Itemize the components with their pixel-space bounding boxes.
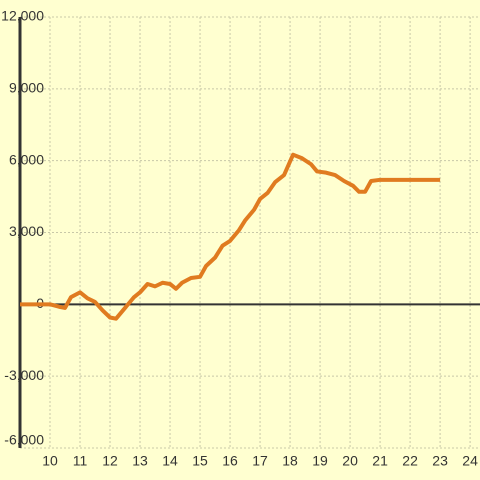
x-tick-label: 10: [42, 453, 58, 469]
x-tick-label: 24: [462, 453, 478, 469]
y-tick-label: 12,000: [1, 8, 44, 24]
x-tick-label: 16: [222, 453, 238, 469]
y-tick-label: 3,000: [9, 223, 44, 239]
x-tick-label: 21: [372, 453, 388, 469]
x-tick-label: 23: [432, 453, 448, 469]
y-tick-label: 9,000: [9, 80, 44, 96]
y-tick-label: -3,000: [4, 367, 44, 383]
x-tick-label: 19: [312, 453, 328, 469]
x-tick-label: 11: [73, 453, 88, 469]
y-tick-label: 6,000: [9, 151, 44, 167]
x-tick-label: 15: [192, 453, 208, 469]
data-line: [20, 152, 441, 321]
x-tick-label: 13: [132, 453, 148, 469]
x-tick-label: 18: [282, 453, 298, 469]
y-tick-label: -6,000: [4, 432, 44, 448]
x-tick-label: 20: [342, 453, 358, 469]
x-tick-label: 12: [102, 453, 118, 469]
x-tick-label: 14: [162, 453, 178, 469]
x-tick-label: 17: [252, 453, 268, 469]
x-tick-label: 22: [402, 453, 418, 469]
